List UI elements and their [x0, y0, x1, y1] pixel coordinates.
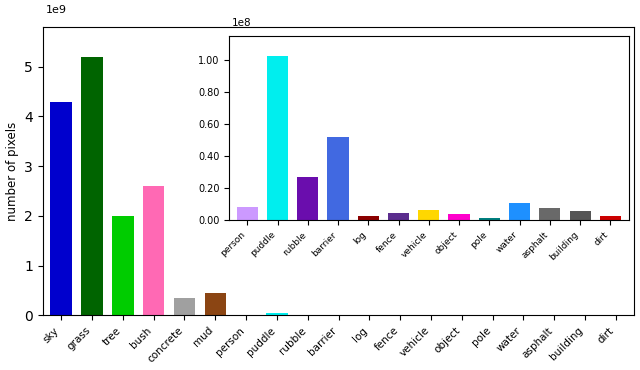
Bar	[81, 57, 103, 316]
Bar	[112, 216, 134, 316]
Bar	[143, 186, 164, 316]
Bar	[328, 315, 349, 316]
Text: 1e9: 1e9	[46, 6, 67, 16]
Y-axis label: number of pixels: number of pixels	[6, 122, 19, 221]
Bar	[51, 102, 72, 316]
Bar	[205, 293, 226, 316]
Bar	[266, 313, 288, 316]
Bar	[173, 298, 195, 316]
